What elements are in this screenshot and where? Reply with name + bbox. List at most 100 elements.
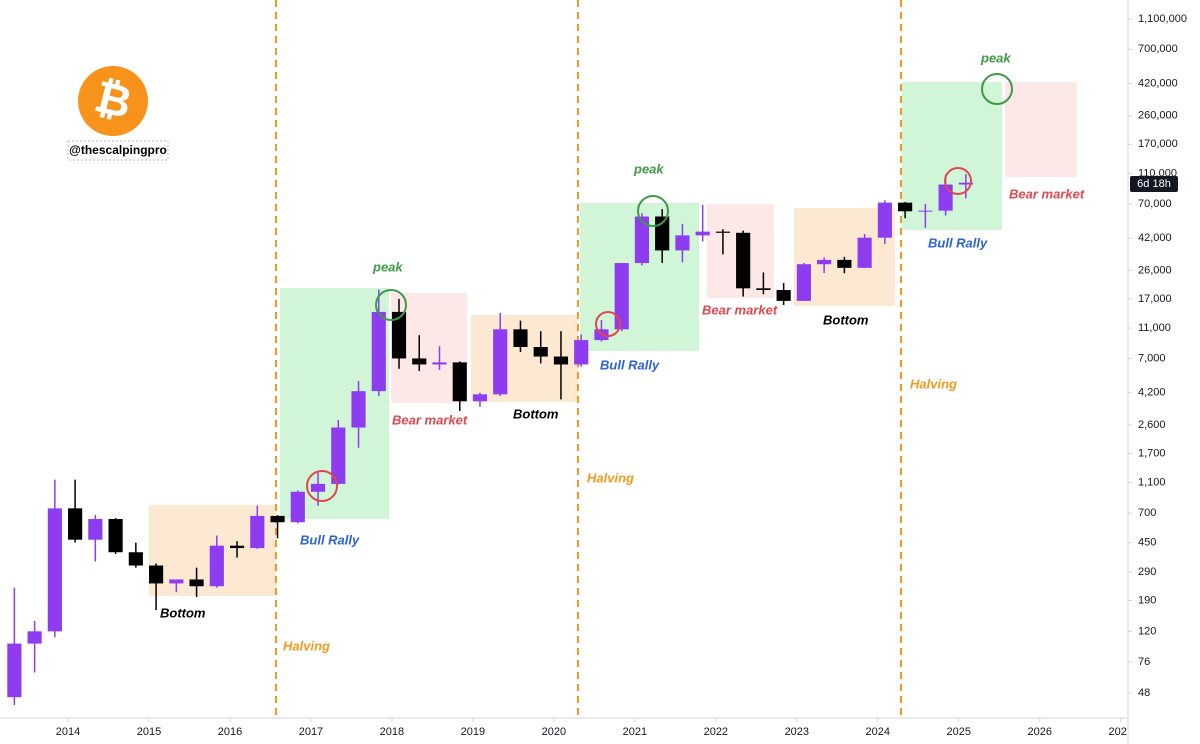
candle-body xyxy=(310,483,326,492)
peak-circle xyxy=(981,73,1013,105)
candle-body xyxy=(88,518,103,540)
x-tick-label: 2022 xyxy=(704,726,728,738)
candle-body xyxy=(270,515,285,523)
candle-body xyxy=(817,259,832,265)
candle-body xyxy=(169,579,184,584)
candle-body xyxy=(290,491,305,523)
candle-body xyxy=(756,288,771,291)
y-tick-label: 1,100 xyxy=(1138,477,1166,489)
y-tick-label: 17,000 xyxy=(1138,293,1172,305)
peak-circle xyxy=(375,289,407,321)
y-tick-label: 290 xyxy=(1138,566,1156,578)
annotation: peak xyxy=(633,161,664,176)
x-tick-label: 2019 xyxy=(461,726,485,738)
y-tick-label: 48 xyxy=(1138,687,1150,699)
logo xyxy=(78,66,148,136)
candle-body xyxy=(412,358,427,365)
candle-body xyxy=(715,231,731,233)
candle-body xyxy=(371,311,386,392)
x-tick-label: 2017 xyxy=(299,726,323,738)
y-tick-label: 11,000 xyxy=(1138,322,1171,334)
y-tick-label: 4,200 xyxy=(1138,387,1166,399)
annotation: peak xyxy=(980,50,1011,65)
x-tick-label: 2015 xyxy=(137,726,161,738)
candle-body xyxy=(736,232,751,289)
candle-body xyxy=(7,643,22,698)
zones xyxy=(149,82,1077,596)
candle-body xyxy=(837,259,852,268)
y-tick-label: 70,000 xyxy=(1138,198,1172,210)
annotation: Bottom xyxy=(513,406,559,421)
candle-body xyxy=(432,362,447,365)
candle-body xyxy=(493,329,508,395)
candle-body xyxy=(898,202,913,212)
y-tick-label: 120 xyxy=(1138,625,1156,637)
entry-circle xyxy=(306,470,338,502)
candle-body xyxy=(391,311,407,359)
candle-body xyxy=(614,263,629,330)
candle-body xyxy=(857,237,872,268)
y-tick-label: 700,000 xyxy=(1138,43,1178,55)
y-tick-label: 260,000 xyxy=(1138,110,1178,122)
x-tick-label: 2018 xyxy=(380,726,404,738)
annotation: Halving xyxy=(283,638,330,653)
annotation: Bull Rally xyxy=(928,235,988,250)
bear-zone xyxy=(1005,82,1077,177)
annotation: Bear market xyxy=(702,302,778,317)
annotation: Halving xyxy=(910,376,957,391)
candle-body xyxy=(229,545,245,549)
annotations: Bottom Bottom Bottom Bull Rally Bull Rally Bu… xyxy=(160,50,1085,653)
annotation: Bottom xyxy=(160,605,206,620)
handle: @thescalpingpro xyxy=(69,143,167,157)
y-tick-label: 420,000 xyxy=(1138,78,1178,90)
candle-body xyxy=(918,210,933,212)
candle-body xyxy=(148,565,164,584)
candle-body xyxy=(513,329,528,348)
candle-body xyxy=(796,264,811,301)
candle-body xyxy=(877,202,892,238)
handle-box xyxy=(67,140,169,161)
candle-body xyxy=(695,231,710,236)
candle-body xyxy=(250,515,265,549)
candle-body xyxy=(574,340,589,365)
countdown-box xyxy=(1130,176,1178,192)
y-tick-label: 76 xyxy=(1138,656,1150,668)
peak-circle xyxy=(637,195,669,227)
candle-body xyxy=(331,427,346,484)
candle-body xyxy=(553,356,569,365)
y-tick-label: 700 xyxy=(1138,507,1156,519)
price-axis-panel xyxy=(1128,0,1200,744)
candle-body xyxy=(47,508,62,632)
candle-body xyxy=(533,347,548,357)
candle-body xyxy=(472,394,488,402)
candle-body xyxy=(351,391,366,428)
y-tick-label: 1,700 xyxy=(1138,447,1166,459)
candle-body xyxy=(27,631,42,644)
y-tick-label: 7,000 xyxy=(1138,352,1166,364)
x-tick-label: 2024 xyxy=(866,726,890,738)
y-tick-label: 450 xyxy=(1138,537,1156,549)
x-tick-label: 2023 xyxy=(785,726,809,738)
annotation: Bear market xyxy=(1009,186,1085,201)
x-tick-label: 2020 xyxy=(542,726,566,738)
y-tick-label: 26,000 xyxy=(1138,264,1172,276)
y-tick-label: 42,000 xyxy=(1138,232,1172,244)
candle-body xyxy=(209,545,224,587)
circles xyxy=(306,73,1013,502)
y-tick-label: 1,100,000 xyxy=(1138,13,1187,25)
annotation: Bear market xyxy=(392,412,468,427)
x-tick-label: 2016 xyxy=(218,726,242,738)
annotation: Halving xyxy=(587,470,634,485)
candle-body xyxy=(68,508,83,540)
candle-body xyxy=(189,579,204,587)
annotation: Bottom xyxy=(823,312,869,327)
x-tick-label: 2026 xyxy=(1027,726,1051,738)
x-tick-label: 2027 xyxy=(1108,726,1132,738)
brand: ₿ @thescalpingpro xyxy=(67,66,169,161)
candle-body xyxy=(452,362,467,402)
y-tick-label: 2,600 xyxy=(1138,419,1166,431)
x-axis: 2014 2015 2016 2017 2018 2019 2020 2021 2022 2023… xyxy=(56,718,1133,738)
candle-body xyxy=(938,184,953,211)
entry-circle xyxy=(944,167,972,195)
